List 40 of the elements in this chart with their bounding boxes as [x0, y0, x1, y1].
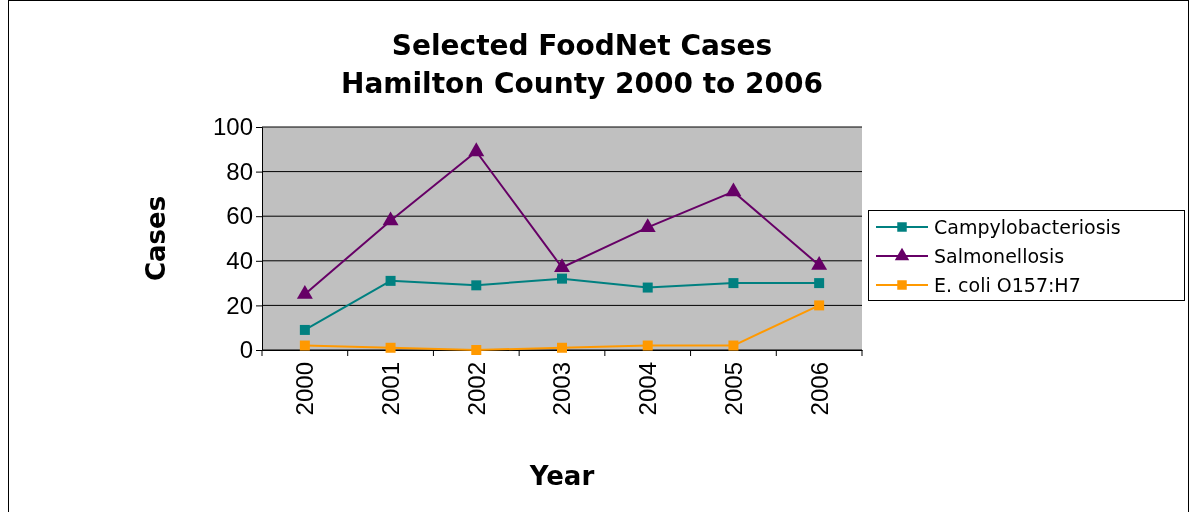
- chart-title: Selected FoodNet Cases Hamilton County 2000 to 2006: [340, 29, 824, 100]
- y-tick-label: 20: [226, 291, 253, 319]
- x-tick-label: 2001: [376, 362, 404, 416]
- y-tick-label: 80: [226, 157, 253, 185]
- x-tick-label: 2004: [634, 362, 662, 416]
- point: [814, 278, 825, 289]
- point: [299, 324, 310, 335]
- x-tick-label: 2006: [805, 362, 833, 416]
- point: [471, 345, 482, 355]
- legend-label: E. coli O157:H7: [934, 273, 1081, 296]
- legend-label: Salmonellosis: [934, 244, 1065, 267]
- point: [468, 142, 485, 157]
- x-tick-label: 2000: [291, 362, 319, 416]
- point: [642, 282, 653, 293]
- point: [728, 278, 739, 289]
- point: [296, 285, 313, 299]
- point: [814, 300, 825, 311]
- point: [725, 182, 742, 197]
- point: [557, 273, 567, 284]
- x-axis-title: Year: [528, 461, 595, 491]
- point: [382, 211, 399, 226]
- point: [385, 342, 396, 353]
- y-tick-label: 60: [226, 202, 253, 230]
- y-tick-label: 0: [239, 336, 253, 364]
- point: [557, 342, 567, 353]
- x-tick-label: 2003: [548, 362, 576, 416]
- point: [639, 218, 656, 232]
- x-tick-label: 2002: [462, 362, 490, 416]
- y-tick-label: 100: [212, 113, 253, 141]
- y-axis-title: Cases: [141, 195, 171, 282]
- point: [811, 256, 828, 270]
- point: [728, 340, 739, 351]
- point: [471, 280, 482, 291]
- x-tick-label: 2005: [719, 362, 747, 416]
- point: [642, 340, 653, 351]
- legend-label: Campylobacteriosis: [934, 215, 1121, 238]
- point: [385, 275, 396, 286]
- point: [299, 340, 310, 351]
- point: [554, 258, 570, 273]
- y-tick-label: 40: [226, 246, 253, 274]
